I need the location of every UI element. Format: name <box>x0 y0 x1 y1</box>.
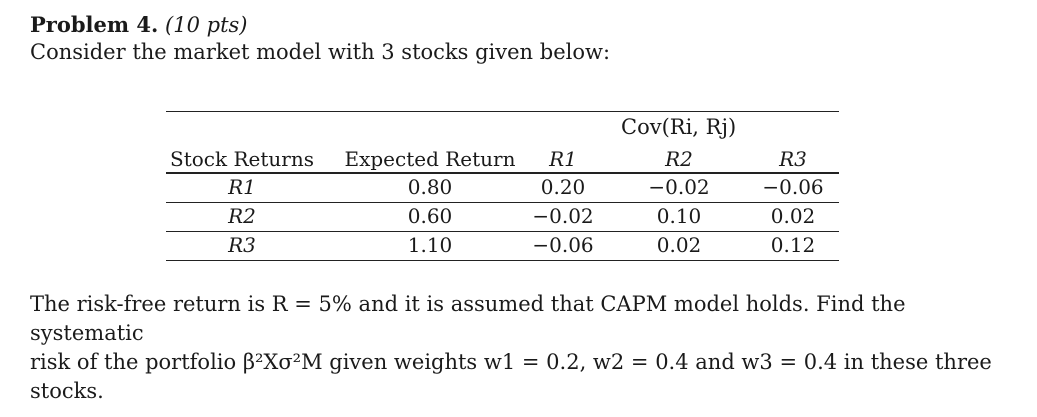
table-header-row: Stock Returns Expected Return R1 R2 R3 <box>166 144 839 172</box>
table-top-rule <box>166 111 839 112</box>
header-r1: R1 <box>549 147 577 171</box>
question-line-2: risk of the portfolio β²Xσ²M given weigh… <box>30 350 992 403</box>
expected-return-cell: 0.80 <box>407 175 453 199</box>
cov-cell: 0.02 <box>770 204 816 228</box>
problem-label: Problem 4. <box>30 12 159 37</box>
table-row: R1 0.80 0.20 −0.02 −0.06 <box>166 174 839 202</box>
cov-header: Cov(Ri, Rj) <box>621 115 737 139</box>
row-label: R3 <box>228 233 256 257</box>
question-line-1: The risk-free return is R = 5% and it is… <box>30 292 906 345</box>
row-label: R1 <box>228 175 256 199</box>
cov-cell: −0.02 <box>532 204 594 228</box>
header-r3: R3 <box>779 147 807 171</box>
covariance-table: Cov(Ri, Rj) Stock Returns Expected Retur… <box>166 111 839 261</box>
header-stock-returns: Stock Returns <box>170 147 314 171</box>
expected-return-cell: 0.60 <box>407 204 453 228</box>
cov-cell: −0.02 <box>648 175 710 199</box>
cov-cell: −0.06 <box>762 175 824 199</box>
row-rule <box>166 202 839 203</box>
cov-header-row: Cov(Ri, Rj) <box>166 112 839 144</box>
table-row: R3 1.10 −0.06 0.02 0.12 <box>166 232 839 260</box>
header-expected-return: Expected Return <box>344 147 516 171</box>
row-rule <box>166 231 839 232</box>
problem-intro: Consider the market model with 3 stocks … <box>30 40 611 64</box>
cov-cell: 0.20 <box>540 175 586 199</box>
cov-cell: 0.02 <box>656 233 702 257</box>
header-r2: R2 <box>665 147 693 171</box>
row-label: R2 <box>228 204 256 228</box>
cov-cell: −0.06 <box>532 233 594 257</box>
cov-cell: 0.12 <box>770 233 816 257</box>
problem-points: (10 pts) <box>165 13 248 37</box>
question-text: The risk-free return is R = 5% and it is… <box>30 290 1020 406</box>
table-bottom-rule <box>166 260 839 261</box>
expected-return-cell: 1.10 <box>407 233 453 257</box>
problem-title: Problem 4. (10 pts) <box>30 12 247 37</box>
cov-cell: 0.10 <box>656 204 702 228</box>
header-rule <box>166 172 839 174</box>
table-row: R2 0.60 −0.02 0.10 0.02 <box>166 203 839 231</box>
